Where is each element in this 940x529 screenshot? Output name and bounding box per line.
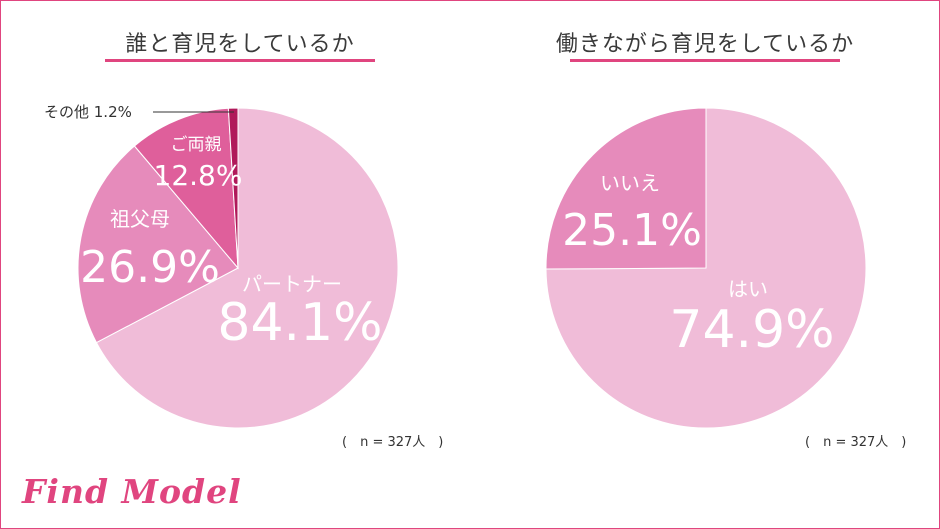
- title-underline-right: [570, 59, 840, 62]
- slice-value-パートナー: 84.1%: [217, 293, 382, 353]
- sample-size-note-right: ( n = 327人 ): [805, 435, 907, 450]
- chart-title-right: 働きながら育児をしているか: [555, 32, 855, 57]
- callout-label-other: その他 1.2%: [44, 103, 132, 121]
- slice-value-ご両親: 12.8%: [154, 159, 243, 192]
- pie-slice-いいえ: [545, 107, 707, 270]
- pie-slice-ご両親: [133, 107, 239, 270]
- sample-size-note-left: ( n = 327人 ): [342, 435, 444, 450]
- slice-name-はい: はい: [728, 277, 768, 301]
- slice-name-パートナー: パートナー: [242, 272, 342, 296]
- pie-slice-パートナー: [95, 107, 399, 429]
- slice-value-いいえ: 25.1%: [562, 205, 702, 256]
- chart-title-left: 誰と育児をしているか: [125, 32, 355, 57]
- title-underline-left: [105, 59, 375, 62]
- slice-name-いいえ: いいえ: [600, 171, 660, 195]
- slice-name-祖父母: 祖父母: [110, 207, 170, 231]
- slice-value-祖父母: 26.9%: [80, 242, 220, 293]
- find-model-logo: Find Model: [22, 472, 242, 511]
- pie-slice-その他: [227, 107, 239, 269]
- pie-slice-はい: [545, 107, 867, 429]
- slice-name-ご両親: ご両親: [171, 135, 222, 155]
- pie-slice-祖父母: [77, 145, 239, 344]
- slice-value-はい: 74.9%: [669, 300, 834, 360]
